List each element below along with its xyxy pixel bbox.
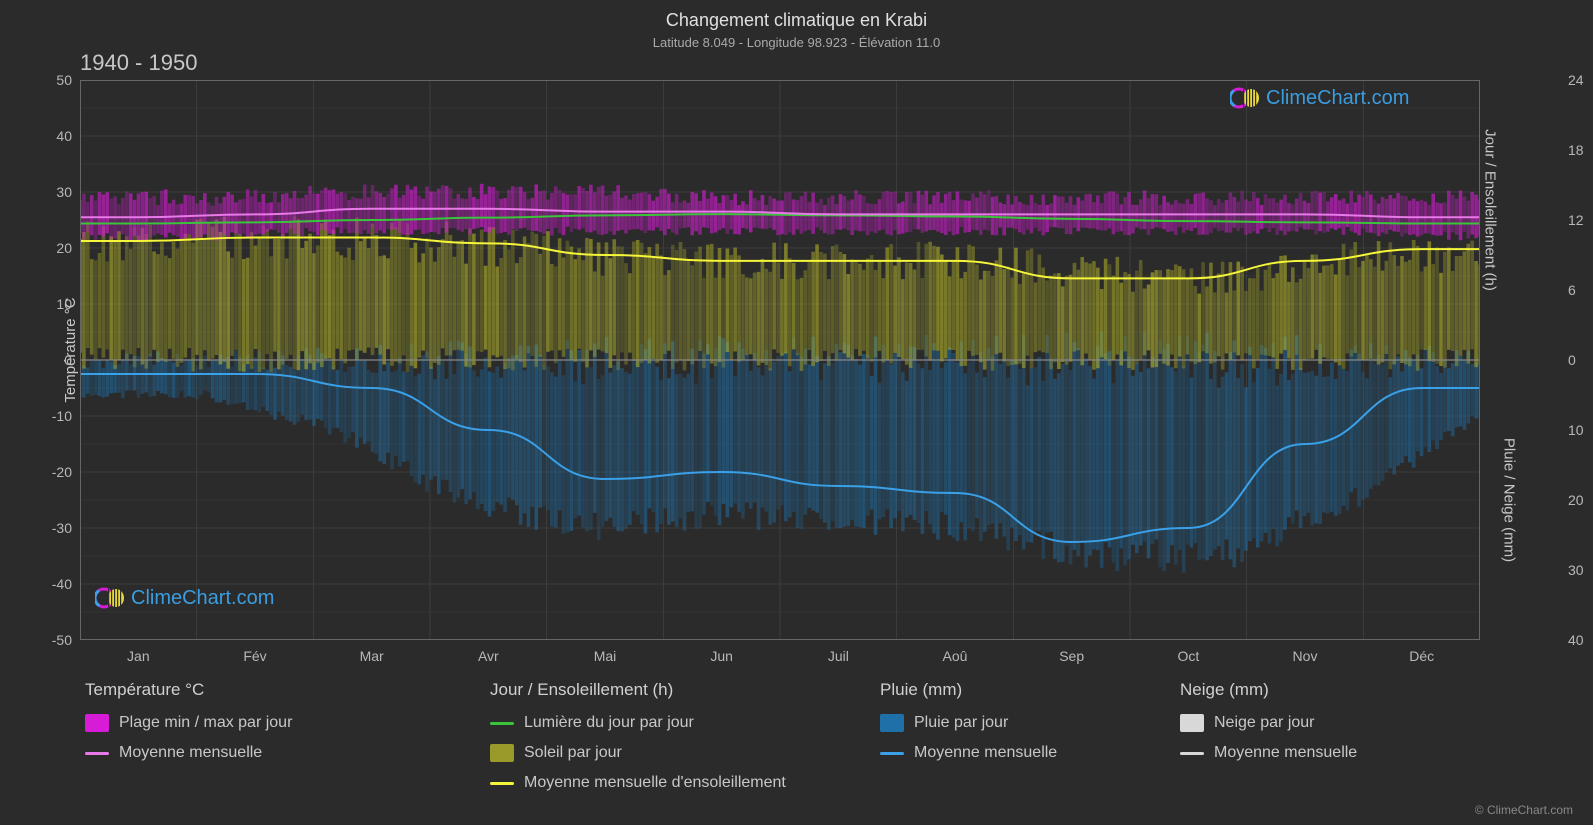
y-tick-right: 40 <box>1568 632 1593 648</box>
legend-item: Pluie par jour <box>880 714 1057 732</box>
legend-line-icon <box>490 722 514 725</box>
period-label: 1940 - 1950 <box>80 50 197 76</box>
y-tick-right: 10 <box>1568 422 1593 438</box>
legend-temperature: Température °C Plage min / max par jour M… <box>85 680 292 774</box>
legend-line-icon <box>490 782 514 785</box>
x-tick-month: Mai <box>594 648 617 664</box>
legend-rain: Pluie (mm) Pluie par jour Moyenne mensuel… <box>880 680 1057 774</box>
x-tick-month: Jan <box>127 648 150 664</box>
x-tick-month: Mar <box>360 648 384 664</box>
watermark: ClimeChart.com <box>95 585 274 611</box>
watermark: ClimeChart.com <box>1230 85 1409 111</box>
x-tick-month: Sep <box>1059 648 1084 664</box>
x-tick-month: Avr <box>478 648 499 664</box>
plot-svg <box>80 80 1480 640</box>
legend-label: Moyenne mensuelle <box>119 744 262 762</box>
x-tick-month: Oct <box>1177 648 1199 664</box>
legend-item: Neige par jour <box>1180 714 1357 732</box>
y-tick-left: 20 <box>32 240 72 256</box>
legend-header: Pluie (mm) <box>880 680 1057 700</box>
logo-icon <box>1230 85 1260 111</box>
legend-item: Lumière du jour par jour <box>490 714 786 732</box>
legend-header: Température °C <box>85 680 292 700</box>
y-tick-right: 6 <box>1568 282 1593 298</box>
plot-area: -50-40-30-20-100102030405006121824102030… <box>80 80 1480 640</box>
y-tick-right: 18 <box>1568 142 1593 158</box>
chart-title: Changement climatique en Krabi <box>0 0 1593 31</box>
y-tick-right: 30 <box>1568 562 1593 578</box>
y-tick-left: 0 <box>32 352 72 368</box>
y-axis-right-bottom-label: Pluie / Neige (mm) <box>1500 438 1517 562</box>
x-tick-month: Juil <box>828 648 849 664</box>
legend-daylight: Jour / Ensoleillement (h) Lumière du jou… <box>490 680 786 804</box>
y-tick-left: 40 <box>32 128 72 144</box>
chart-subtitle: Latitude 8.049 - Longitude 98.923 - Élév… <box>0 31 1593 50</box>
legend-item: Moyenne mensuelle <box>85 744 292 762</box>
legend-item: Plage min / max par jour <box>85 714 292 732</box>
legend-label: Moyenne mensuelle <box>914 744 1057 762</box>
legend-header: Jour / Ensoleillement (h) <box>490 680 786 700</box>
legend-label: Soleil par jour <box>524 744 622 762</box>
y-tick-right: 12 <box>1568 212 1593 228</box>
x-tick-month: Jun <box>710 648 733 664</box>
y-tick-left: 10 <box>32 296 72 312</box>
legend-swatch-icon <box>490 744 514 762</box>
legend-item: Moyenne mensuelle <box>1180 744 1357 762</box>
logo-icon <box>95 585 125 611</box>
legend-label: Lumière du jour par jour <box>524 714 694 732</box>
y-axis-left-label: Température °C <box>62 297 79 402</box>
legend-label: Moyenne mensuelle <box>1214 744 1357 762</box>
legend-swatch-icon <box>85 714 109 732</box>
x-tick-month: Fév <box>243 648 266 664</box>
watermark-text: ClimeChart.com <box>1266 87 1409 110</box>
x-tick-month: Nov <box>1293 648 1318 664</box>
x-tick-month: Déc <box>1409 648 1434 664</box>
x-tick-month: Aoû <box>943 648 968 664</box>
y-axis-right-top-label: Jour / Ensoleillement (h) <box>1482 129 1499 291</box>
y-tick-left: -40 <box>32 576 72 592</box>
legend-swatch-icon <box>880 714 904 732</box>
legend-label: Neige par jour <box>1214 714 1315 732</box>
y-tick-left: -30 <box>32 520 72 536</box>
legend-swatch-icon <box>1180 714 1204 732</box>
chart-container: Changement climatique en Krabi Latitude … <box>0 0 1593 825</box>
y-tick-left: -20 <box>32 464 72 480</box>
y-tick-right: 24 <box>1568 72 1593 88</box>
legend-snow: Neige (mm) Neige par jour Moyenne mensuel… <box>1180 680 1357 774</box>
y-tick-left: -10 <box>32 408 72 424</box>
y-tick-right: 20 <box>1568 492 1593 508</box>
y-tick-left: 30 <box>32 184 72 200</box>
y-tick-left: 50 <box>32 72 72 88</box>
watermark-text: ClimeChart.com <box>131 587 274 610</box>
legend-label: Plage min / max par jour <box>119 714 292 732</box>
legend-line-icon <box>1180 752 1204 755</box>
y-tick-left: -50 <box>32 632 72 648</box>
legend-line-icon <box>85 752 109 755</box>
legend-item: Moyenne mensuelle d'ensoleillement <box>490 774 786 792</box>
legend-line-icon <box>880 752 904 755</box>
legend-label: Pluie par jour <box>914 714 1008 732</box>
y-tick-right: 0 <box>1568 352 1593 368</box>
legend-label: Moyenne mensuelle d'ensoleillement <box>524 774 786 792</box>
copyright-text: © ClimeChart.com <box>1475 803 1573 817</box>
legend-header: Neige (mm) <box>1180 680 1357 700</box>
legend-item: Moyenne mensuelle <box>880 744 1057 762</box>
legend-item: Soleil par jour <box>490 744 786 762</box>
